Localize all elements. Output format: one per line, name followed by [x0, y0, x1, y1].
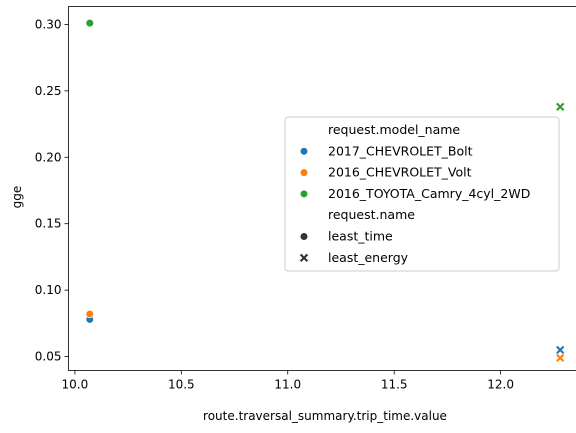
y-tick-label: 0.20: [35, 150, 62, 164]
legend-style-marker-1: [299, 253, 309, 262]
legend-style-marker-0: [299, 232, 309, 241]
legend-hue-title: request.model_name: [328, 122, 460, 137]
plot-area-frame: [68, 6, 576, 371]
legend-marker-0: [299, 147, 309, 156]
legend-box: [284, 116, 560, 272]
legend-label: least_energy: [328, 250, 409, 265]
legend-marker-2: [299, 189, 309, 198]
legend-label: 2016_TOYOTA_Camry_4cyl_2WD: [328, 186, 530, 201]
x-tick-label: 10.0: [62, 378, 89, 392]
legend-label: least_time: [328, 229, 393, 244]
data-point-2-0: [85, 19, 94, 28]
x-tick-label: 11.0: [274, 378, 301, 392]
plot-marks: [85, 19, 565, 363]
data-point-1-1: [556, 353, 565, 363]
legend-label: 2017_CHEVROLET_Bolt: [328, 143, 473, 158]
data-point-0-1: [556, 345, 565, 355]
legend-style-title: request.name: [328, 207, 415, 222]
legend-label: 2016_CHEVROLET_Volt: [328, 165, 472, 180]
y-axis-label: gge: [10, 186, 24, 209]
y-tick-label: 0.25: [35, 84, 62, 98]
x-tick-label: 12.0: [487, 378, 514, 392]
y-tick-label: 0.10: [35, 283, 62, 297]
y-tick-label: 0.05: [35, 350, 62, 364]
data-point-2-1: [556, 102, 565, 111]
data-point-1-0: [85, 309, 94, 319]
legend: request.model_name 2017_CHEVROLET_Bolt 201…: [284, 116, 560, 272]
y-tick-label: 0.30: [35, 17, 62, 31]
x-tick-label: 11.5: [381, 378, 408, 392]
x-axis-label: route.traversal_summary.trip_time.value: [203, 409, 447, 423]
legend-marker-1: [299, 168, 309, 177]
y-axis-ticks: 0.05 0.10 0.15 0.20 0.25 0.30: [35, 17, 69, 364]
x-tick-label: 10.5: [168, 378, 195, 392]
x-axis-ticks: 10.0 10.5 11.0 11.5 12.0: [62, 370, 514, 392]
y-tick-label: 0.15: [35, 217, 62, 231]
